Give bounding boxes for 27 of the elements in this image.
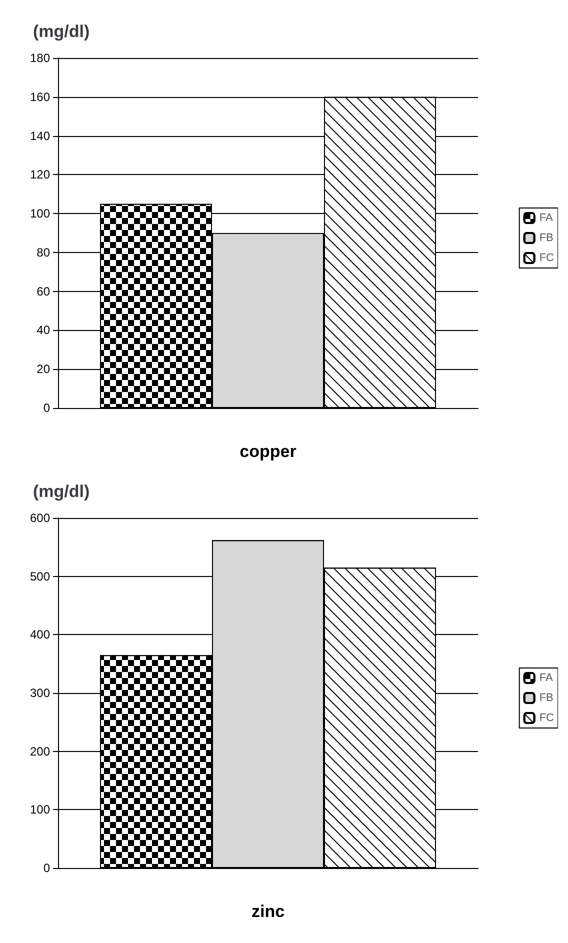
y-axis-title: (mg/dl) — [33, 22, 90, 41]
y-tick-label: 40 — [36, 323, 50, 338]
y-tick-label: 300 — [30, 686, 50, 700]
legend-label: FB — [539, 692, 554, 704]
y-tick-label: 0 — [43, 861, 50, 875]
legend-label: FC — [539, 252, 554, 264]
legend-label: FB — [539, 232, 554, 244]
y-tick-label: 200 — [30, 744, 50, 758]
y-tick-label: 600 — [30, 511, 50, 525]
y-tick-label: 500 — [30, 569, 50, 584]
y-tick-label: 400 — [30, 628, 50, 642]
y-tick-label: 100 — [30, 206, 50, 221]
y-tick-label: 20 — [36, 362, 50, 376]
x-axis-title: zinc — [251, 902, 285, 921]
y-tick-label: 100 — [30, 802, 50, 817]
x-axis-title: copper — [240, 442, 297, 461]
y-tick-label: 0 — [43, 401, 50, 415]
y-tick-label: 140 — [30, 128, 50, 143]
legend-label: FC — [539, 712, 554, 724]
y-tick-label: 120 — [30, 168, 50, 182]
y-tick-label: 80 — [36, 245, 50, 260]
y-tick-label: 180 — [30, 51, 50, 65]
legend-label: FA — [539, 212, 554, 224]
y-axis-title: (mg/dl) — [33, 482, 90, 501]
y-tick-label: 60 — [36, 284, 50, 298]
y-tick-label: 160 — [30, 90, 50, 104]
legend-label: FA — [539, 672, 554, 684]
